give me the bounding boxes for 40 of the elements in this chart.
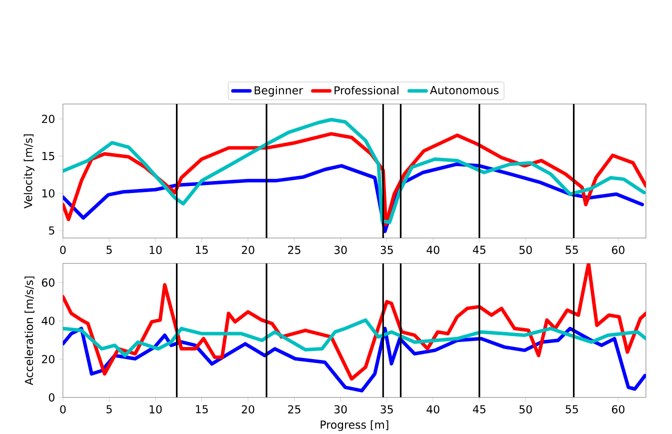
x-tick-label: 10 bbox=[150, 405, 162, 414]
x-tick-label: 15 bbox=[196, 405, 208, 414]
x-tick-label: 0 bbox=[60, 246, 66, 254]
legend-label: Autonomous bbox=[430, 86, 499, 94]
legend-label: Beginner bbox=[254, 86, 304, 96]
x-tick-label: 15 bbox=[196, 246, 208, 254]
x-tick-label: 60 bbox=[612, 246, 624, 254]
x-tick-label: 30 bbox=[334, 405, 347, 414]
x-tick-label: 10 bbox=[150, 246, 162, 254]
y-tick-label: 20 bbox=[42, 354, 54, 364]
legend-label: Professional bbox=[334, 86, 398, 94]
x-tick-label: 55 bbox=[566, 405, 578, 414]
x-tick-label: 20 bbox=[242, 246, 254, 254]
x-tick-label: 45 bbox=[472, 405, 486, 414]
x-tick-label: 45 bbox=[472, 246, 486, 254]
y-tick-label: 5 bbox=[49, 226, 54, 235]
x-axis-title: Progress [m] bbox=[320, 420, 388, 431]
x-tick-label: 60 bbox=[612, 405, 624, 414]
x-tick-label: 50 bbox=[520, 246, 532, 254]
x-tick-label: 30 bbox=[334, 246, 347, 254]
x-tick-label: 40 bbox=[426, 246, 440, 254]
x-tick-label: 5 bbox=[106, 246, 112, 254]
x-tick-label: 40 bbox=[426, 405, 440, 414]
y-tick-label: 20 bbox=[42, 114, 54, 123]
y-tick-label: 0 bbox=[48, 393, 54, 402]
y-tick-label: 40 bbox=[42, 316, 54, 325]
y-tick-label: 10 bbox=[42, 189, 54, 198]
x-tick-label: 35 bbox=[380, 405, 393, 414]
y-tick-label: 15 bbox=[42, 152, 54, 160]
x-tick-label: 25 bbox=[288, 246, 300, 254]
x-tick-label: 35 bbox=[380, 246, 393, 254]
x-tick-label: 25 bbox=[288, 405, 300, 414]
x-tick-label: 50 bbox=[520, 405, 532, 414]
x-tick-label: 0 bbox=[60, 405, 66, 414]
x-tick-label: 55 bbox=[566, 246, 578, 254]
y-axis-title: Velocity [m/s] bbox=[24, 134, 34, 208]
y-tick-label: 60 bbox=[42, 278, 54, 287]
x-tick-label: 20 bbox=[242, 405, 254, 414]
x-tick-label: 5 bbox=[106, 405, 112, 414]
y-axis-title: Acceleration [m/s/s] bbox=[24, 276, 34, 386]
